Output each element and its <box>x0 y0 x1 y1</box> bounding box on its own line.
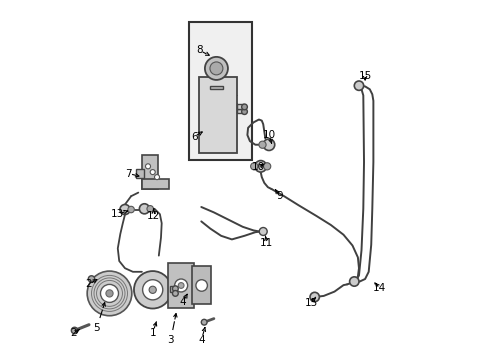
Bar <box>142 179 168 189</box>
Text: 8: 8 <box>196 45 203 55</box>
Bar <box>170 286 176 292</box>
Text: 5: 5 <box>93 323 100 333</box>
Text: 15: 15 <box>358 71 371 81</box>
Text: 11: 11 <box>260 238 273 248</box>
Circle shape <box>241 109 247 114</box>
Circle shape <box>354 81 363 90</box>
Circle shape <box>146 206 153 212</box>
Bar <box>188 22 251 160</box>
Circle shape <box>263 139 274 150</box>
Text: 14: 14 <box>372 283 386 293</box>
Text: 10: 10 <box>251 162 264 172</box>
Circle shape <box>258 141 265 148</box>
Bar <box>236 104 244 109</box>
Circle shape <box>101 284 118 302</box>
Bar <box>136 169 143 178</box>
Text: 2: 2 <box>85 279 92 289</box>
Text: 3: 3 <box>167 335 174 345</box>
Circle shape <box>349 277 358 286</box>
Bar <box>168 263 194 308</box>
Circle shape <box>87 271 132 316</box>
Text: 13: 13 <box>111 209 124 219</box>
Circle shape <box>178 283 183 288</box>
Circle shape <box>201 319 206 325</box>
Text: 4: 4 <box>179 297 185 307</box>
Bar <box>192 266 211 304</box>
Circle shape <box>142 280 163 300</box>
Circle shape <box>241 104 247 110</box>
Circle shape <box>174 279 187 292</box>
Circle shape <box>71 327 78 334</box>
Circle shape <box>204 57 227 80</box>
Circle shape <box>106 290 113 297</box>
Text: 10: 10 <box>262 130 275 140</box>
Circle shape <box>88 276 95 282</box>
Text: 15: 15 <box>304 298 317 308</box>
Circle shape <box>172 291 178 296</box>
Circle shape <box>150 170 155 175</box>
Bar <box>236 109 244 113</box>
Circle shape <box>127 206 134 213</box>
Circle shape <box>120 204 130 215</box>
Circle shape <box>309 292 319 302</box>
Text: 1: 1 <box>149 328 156 338</box>
Text: 2: 2 <box>70 328 77 338</box>
Text: 9: 9 <box>276 191 283 201</box>
Bar <box>210 86 222 89</box>
Text: 4: 4 <box>198 335 204 345</box>
Bar <box>142 155 158 189</box>
Bar <box>199 77 237 153</box>
Circle shape <box>139 204 149 214</box>
Text: 12: 12 <box>147 211 160 221</box>
Circle shape <box>250 163 257 170</box>
Circle shape <box>134 271 171 309</box>
Circle shape <box>263 163 270 170</box>
Circle shape <box>172 286 178 292</box>
Circle shape <box>254 161 266 172</box>
Text: 6: 6 <box>190 132 197 142</box>
Circle shape <box>209 62 223 75</box>
Circle shape <box>145 164 150 169</box>
Circle shape <box>196 280 207 291</box>
Circle shape <box>149 286 156 293</box>
Circle shape <box>154 175 159 180</box>
Circle shape <box>259 228 266 235</box>
Text: 7: 7 <box>125 168 132 179</box>
